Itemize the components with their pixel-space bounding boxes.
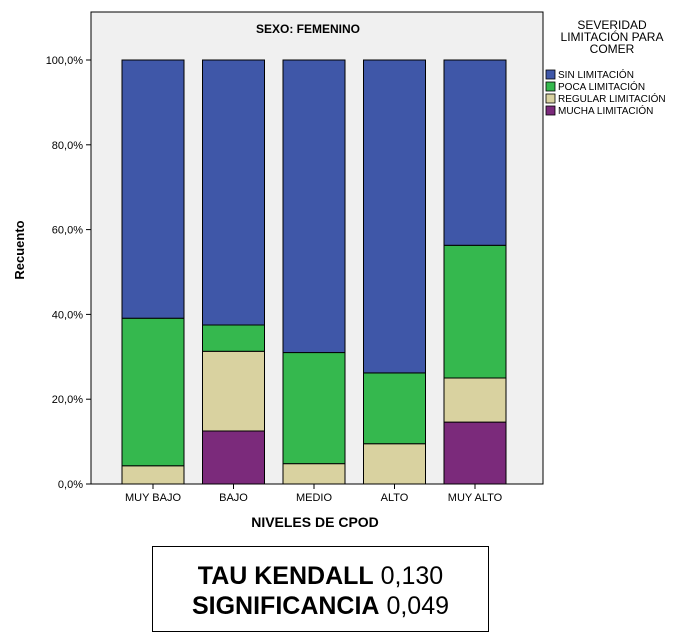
legend-swatch bbox=[545, 81, 556, 92]
bar-segment bbox=[282, 352, 346, 465]
bar-segment bbox=[282, 59, 346, 354]
significance-label: SIGNIFICANCIA bbox=[191, 592, 380, 620]
bar-segment bbox=[363, 443, 426, 485]
y-tick-label: 60,0% bbox=[52, 225, 83, 237]
legend-swatch bbox=[545, 93, 556, 104]
bar-segment bbox=[121, 317, 185, 467]
legend-swatch bbox=[545, 105, 556, 116]
bar-segment bbox=[443, 59, 507, 246]
tau-kendall-value: 0,130 bbox=[380, 562, 444, 590]
bar-segment bbox=[202, 59, 265, 326]
statistics-box: TAU KENDALL 0,130 SIGNIFICANCIA 0,049 bbox=[152, 546, 489, 632]
y-axis: 0,0% 20,0% 40,0% 60,0% 80,0% 100,0% bbox=[46, 55, 91, 491]
tau-kendall-label: TAU KENDALL bbox=[197, 562, 374, 590]
legend-item-label: POCA LIMITACIÓN bbox=[558, 80, 645, 93]
y-tick-label: 20,0% bbox=[52, 394, 83, 406]
x-axis-label: NIVELES DE CPOD bbox=[251, 514, 379, 530]
x-tick-label: MUY ALTO bbox=[448, 492, 503, 504]
bar-segment bbox=[202, 324, 265, 352]
legend-swatch bbox=[545, 69, 556, 80]
y-tick-label: 100,0% bbox=[46, 55, 84, 67]
bar-segment bbox=[282, 463, 346, 485]
x-tick-label: ALTO bbox=[381, 492, 409, 504]
bar-segment bbox=[121, 59, 185, 319]
x-tick-label: BAJO bbox=[219, 492, 248, 504]
x-axis: MUY BAJO BAJO MEDIO ALTO MUY ALTO bbox=[125, 484, 503, 504]
legend-item-label: REGULAR LIMITACIÓN bbox=[558, 92, 666, 105]
y-tick-label: 40,0% bbox=[52, 309, 83, 321]
legend-item-label: MUCHA LIMITACIÓN bbox=[558, 104, 653, 117]
bar-segment bbox=[363, 59, 426, 374]
bar-segment bbox=[443, 421, 507, 485]
legend-title-line: SEVERIDAD bbox=[577, 18, 647, 32]
y-axis-label: Recuento bbox=[12, 220, 27, 279]
x-tick-label: MEDIO bbox=[296, 492, 333, 504]
stacked-bar-chart: SEXO: FEMENINO 0,0% 20,0% 40,0% 60,0% 80,0% 1… bbox=[12, 11, 666, 530]
bar-segment bbox=[443, 377, 507, 423]
bars bbox=[121, 59, 507, 485]
bar-segment bbox=[202, 430, 265, 485]
bar-segment bbox=[363, 372, 426, 445]
bar-segment bbox=[443, 244, 507, 379]
y-tick-label: 80,0% bbox=[52, 140, 83, 152]
y-tick-label: 0,0% bbox=[58, 479, 83, 491]
bar-segment bbox=[202, 350, 265, 432]
significance-value: 0,049 bbox=[386, 592, 449, 620]
legend-title-line: LIMITACIÓN PARA bbox=[561, 29, 664, 44]
x-tick-label: MUY BAJO bbox=[125, 492, 181, 504]
significance-line: SIGNIFICANCIA 0,049 bbox=[153, 591, 488, 621]
legend-item-label: SIN LIMITACIÓN bbox=[558, 68, 634, 81]
bar-segment bbox=[121, 465, 185, 485]
chart-title: SEXO: FEMENINO bbox=[256, 22, 360, 36]
tau-kendall-line: TAU KENDALL 0,130 bbox=[153, 561, 488, 591]
legend-title-line: COMER bbox=[590, 42, 635, 56]
